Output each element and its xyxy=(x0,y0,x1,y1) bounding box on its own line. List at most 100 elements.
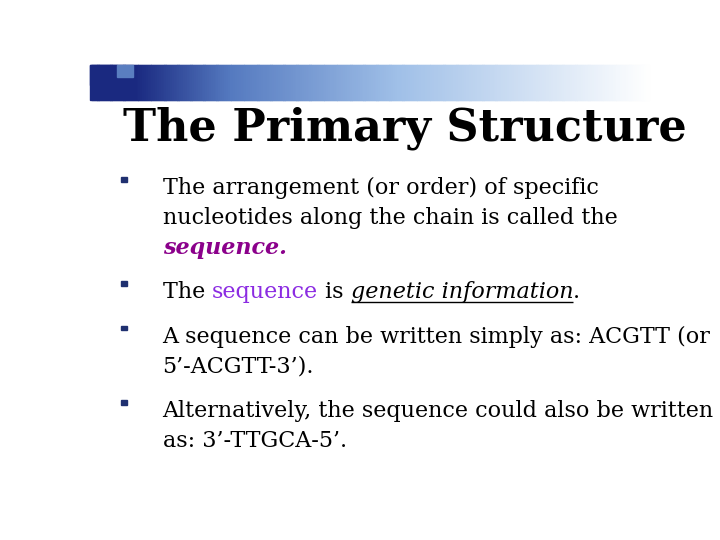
Bar xyxy=(574,65,577,100)
Bar xyxy=(211,65,214,100)
Bar xyxy=(244,65,248,100)
Bar xyxy=(415,65,418,100)
Bar xyxy=(311,65,315,100)
Bar xyxy=(488,65,491,100)
Text: is: is xyxy=(318,281,351,303)
Bar xyxy=(129,65,132,100)
Bar xyxy=(581,65,584,100)
Bar xyxy=(317,65,320,100)
Bar xyxy=(183,65,186,100)
Bar xyxy=(226,65,229,100)
Bar xyxy=(373,65,376,100)
Bar xyxy=(190,65,194,100)
Bar xyxy=(382,65,385,100)
Bar xyxy=(626,65,629,100)
Bar xyxy=(445,65,449,100)
Bar xyxy=(320,65,323,100)
Bar xyxy=(633,65,636,100)
Bar xyxy=(451,65,454,100)
Text: .: . xyxy=(573,281,580,303)
Bar xyxy=(526,65,528,100)
Bar xyxy=(323,65,325,100)
Bar xyxy=(121,400,127,405)
Bar xyxy=(539,65,541,100)
Bar xyxy=(135,65,138,100)
Bar xyxy=(603,65,606,100)
Bar xyxy=(428,65,431,100)
Bar xyxy=(393,65,396,100)
Bar xyxy=(594,65,597,100)
Text: as: 3’-TTGCA-5’.: as: 3’-TTGCA-5’. xyxy=(163,430,346,453)
Bar xyxy=(259,65,262,100)
Bar xyxy=(364,65,366,100)
Bar xyxy=(266,65,270,100)
Bar xyxy=(454,65,457,100)
Bar xyxy=(596,65,599,100)
Bar xyxy=(361,65,364,100)
Bar xyxy=(330,65,333,100)
Bar xyxy=(148,65,150,100)
Bar xyxy=(261,65,264,100)
Bar xyxy=(352,65,355,100)
Bar xyxy=(105,65,108,100)
Bar xyxy=(137,65,140,100)
Bar xyxy=(341,65,344,100)
Bar xyxy=(338,65,341,100)
Bar xyxy=(181,65,184,100)
Bar xyxy=(456,65,459,100)
Bar xyxy=(131,65,134,100)
Bar xyxy=(328,65,331,100)
Bar xyxy=(585,65,588,100)
Bar xyxy=(441,65,444,100)
Bar xyxy=(222,65,225,100)
Bar xyxy=(641,65,644,100)
Bar xyxy=(564,65,567,100)
Bar xyxy=(272,65,275,100)
Bar xyxy=(118,65,121,100)
Bar xyxy=(110,65,114,100)
Bar xyxy=(495,65,498,100)
Bar xyxy=(598,65,600,100)
Bar xyxy=(498,65,500,100)
Bar xyxy=(384,65,387,100)
Bar xyxy=(307,65,310,100)
Bar xyxy=(189,65,192,100)
Bar xyxy=(218,65,221,100)
Bar xyxy=(103,65,106,100)
Bar xyxy=(343,65,346,100)
Bar xyxy=(412,65,415,100)
Bar xyxy=(613,65,616,100)
Bar xyxy=(386,65,389,100)
Bar xyxy=(235,65,238,100)
Bar xyxy=(449,65,452,100)
Bar xyxy=(117,65,133,77)
Bar xyxy=(639,65,642,100)
Bar xyxy=(287,65,290,100)
Bar xyxy=(125,65,128,100)
Bar xyxy=(390,65,392,100)
Bar xyxy=(572,65,575,100)
Bar xyxy=(635,65,638,100)
Bar xyxy=(217,65,220,100)
Bar xyxy=(590,65,593,100)
Bar xyxy=(121,281,127,286)
Bar xyxy=(176,65,179,100)
Bar xyxy=(432,65,435,100)
Bar xyxy=(256,65,258,100)
Bar xyxy=(252,65,255,100)
Bar xyxy=(324,65,328,100)
Bar xyxy=(624,65,627,100)
Bar xyxy=(207,65,210,100)
Bar xyxy=(527,65,530,100)
Bar xyxy=(224,65,227,100)
Bar xyxy=(486,65,489,100)
Bar xyxy=(399,65,402,100)
Bar xyxy=(607,65,610,100)
Bar xyxy=(529,65,532,100)
Bar xyxy=(378,65,382,100)
Bar xyxy=(276,65,279,100)
Bar xyxy=(112,65,115,100)
Bar xyxy=(291,65,294,100)
Bar xyxy=(587,65,590,100)
Bar xyxy=(642,65,645,100)
